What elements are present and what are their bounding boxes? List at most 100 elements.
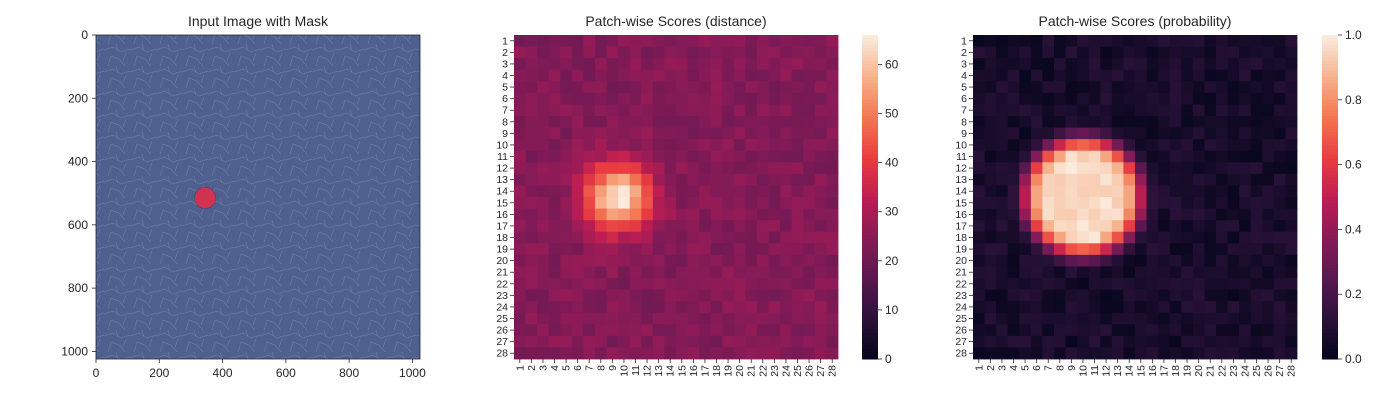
col-tick-label: 22 (1216, 365, 1228, 377)
heatmap-cell (525, 347, 538, 360)
colorbar-segment (1322, 274, 1338, 279)
heatmap-cell (1169, 301, 1182, 314)
colorbar-segment (862, 252, 878, 256)
heatmap-cell (595, 324, 607, 337)
col-tick-label: 5 (561, 365, 573, 371)
heatmap-cell (525, 46, 538, 59)
heatmap-cell (1111, 185, 1124, 198)
heatmap-cell (1262, 220, 1275, 233)
heatmap-cell (1123, 197, 1136, 209)
heatmap-cell (710, 69, 723, 82)
heatmap-cell (768, 335, 781, 348)
heatmap-cell (1158, 116, 1171, 128)
heatmap-cell (973, 58, 985, 71)
heatmap-cell (984, 254, 997, 267)
colorbar-segment (862, 349, 878, 354)
heatmap-cell (984, 173, 997, 186)
colorbar-segment (1322, 171, 1338, 175)
heatmap-cell (1262, 58, 1275, 71)
colorbar-segment (1322, 320, 1338, 324)
heatmap-cell (1204, 58, 1217, 71)
heatmap-cell (606, 173, 619, 186)
heatmap-cell (1077, 58, 1090, 71)
heatmap-cell (1019, 289, 1032, 302)
heatmap-cell (618, 231, 631, 244)
heatmap-cell (676, 104, 688, 117)
heatmap-cell (1065, 150, 1078, 163)
heatmap-cell (1273, 278, 1286, 290)
heatmap-cell (1273, 150, 1286, 163)
heatmap-cell (757, 58, 769, 71)
colorbar-segment (1322, 174, 1338, 179)
heatmap-cell (1285, 197, 1298, 209)
colorbar-segment (1322, 51, 1338, 55)
heatmap-cell (1227, 162, 1240, 175)
heatmap-cell (525, 324, 538, 337)
heatmap-cell (814, 324, 827, 337)
heatmap-cell (722, 127, 735, 140)
heatmap-cell (1169, 127, 1182, 140)
heatmap-cell (791, 58, 804, 71)
heatmap-cell (629, 173, 642, 186)
heatmap-cell (548, 243, 561, 256)
heatmap-cell (583, 278, 596, 290)
heatmap-cell (733, 35, 746, 47)
heatmap-cell (1216, 231, 1228, 244)
heatmap-cell (780, 162, 793, 175)
heatmap-cell (803, 220, 816, 233)
heatmap-cell (745, 197, 758, 209)
heatmap-cell (1239, 324, 1252, 337)
heatmap-cell (733, 46, 746, 59)
heatmap-cell (1192, 208, 1205, 221)
heatmap-cell (1192, 69, 1205, 82)
heatmap-cell (1146, 35, 1159, 47)
heatmap-cell (1192, 185, 1205, 198)
heatmap-cell (1227, 185, 1240, 198)
heatmap-cell (722, 162, 735, 175)
heatmap-cell (560, 278, 573, 290)
heatmap-cell (1030, 162, 1043, 175)
heatmap-cell (1227, 312, 1240, 325)
heatmap-cell (664, 69, 677, 82)
heatmap-cell (1019, 208, 1032, 221)
heatmap-cell (629, 301, 642, 314)
heatmap-cell (745, 116, 758, 128)
heatmap-cell (1042, 220, 1055, 233)
heatmap-cell (1030, 347, 1043, 360)
heatmap-cell (768, 150, 781, 163)
heatmap-cell (814, 173, 827, 186)
heatmap-cell (641, 254, 654, 267)
heatmap-cell (1239, 231, 1252, 244)
heatmap-cell (1135, 220, 1147, 233)
heatmap-cell (583, 35, 596, 47)
heatmap-cell (629, 69, 642, 82)
heatmap-cell (1111, 301, 1124, 314)
heatmap-cell (1088, 197, 1101, 209)
colorbar-segment (1322, 252, 1338, 256)
col-tick-label: 24 (780, 365, 792, 377)
heatmap-cell (618, 92, 631, 105)
heatmap-cell (571, 104, 584, 117)
heatmap-cell (1123, 35, 1136, 47)
heatmap-cell (814, 92, 827, 105)
colorbar-segment (1322, 333, 1338, 337)
heatmap-cell (973, 347, 985, 360)
heatmap-cell (1239, 266, 1252, 279)
heatmap-cell (676, 312, 688, 325)
heatmap-cell (676, 81, 688, 94)
heatmap-cell (1239, 104, 1252, 117)
heatmap-cell (1216, 69, 1228, 82)
heatmap-cell (1227, 208, 1240, 221)
colorbar-segment (862, 258, 878, 263)
heatmap-cell (652, 289, 665, 302)
heatmap-cell (826, 231, 839, 244)
heatmap-cell (757, 81, 769, 94)
heatmap-cell (803, 335, 816, 348)
heatmap-cell (1042, 208, 1055, 221)
heatmap-cell (1285, 35, 1298, 47)
col-tick-label: 18 (711, 365, 723, 377)
heatmap-cell (629, 289, 642, 302)
heatmap-cell (745, 231, 758, 244)
heatmap-cell (1285, 104, 1298, 117)
heatmap-cell (1216, 312, 1228, 325)
